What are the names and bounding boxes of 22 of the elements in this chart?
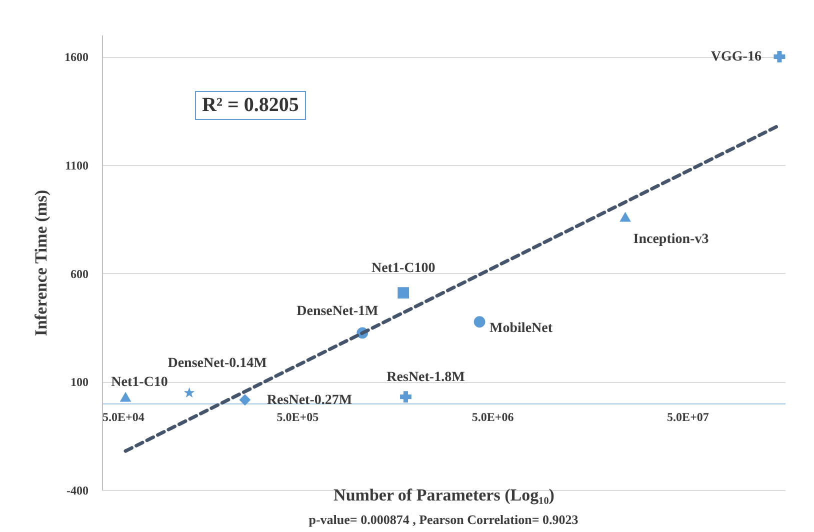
series-label: MobileNet: [490, 320, 553, 336]
series-label: DenseNet-1M: [296, 304, 378, 319]
series-label: ResNet-1.8M: [386, 370, 465, 385]
x-tick-label: 5.0E+06: [472, 410, 514, 424]
text: p-value= 0.000874 , Pearson Correlation= 0.9023: [308, 512, 579, 527]
y-tick-label: 1100: [65, 158, 88, 172]
y-tick-label: 1600: [64, 50, 88, 64]
series-label: ResNet-0.27M: [266, 392, 352, 408]
x-tick-label: 5.0E+07: [667, 410, 709, 424]
series-label: Net1-C100: [371, 260, 436, 276]
y-tick-label: -400: [66, 484, 88, 498]
series-label: Inception-v3: [633, 232, 709, 247]
series-label: VGG-16: [710, 50, 762, 65]
y-axis-title: Inference Time (ms): [32, 190, 50, 336]
annotation: R² = 0.8205: [195, 91, 306, 120]
y-tick-label: 100: [70, 375, 88, 390]
y-tick-label: 600: [70, 266, 88, 281]
series-label: Net1-C10: [111, 374, 168, 390]
x-tick-label: 5.0E+05: [276, 410, 319, 424]
series-label: DenseNet-0.14M: [168, 356, 267, 371]
x-axis-title: Number of Parameters (Log₁₀): [334, 486, 554, 504]
x-tick-label: 5.0E+04: [102, 410, 144, 424]
